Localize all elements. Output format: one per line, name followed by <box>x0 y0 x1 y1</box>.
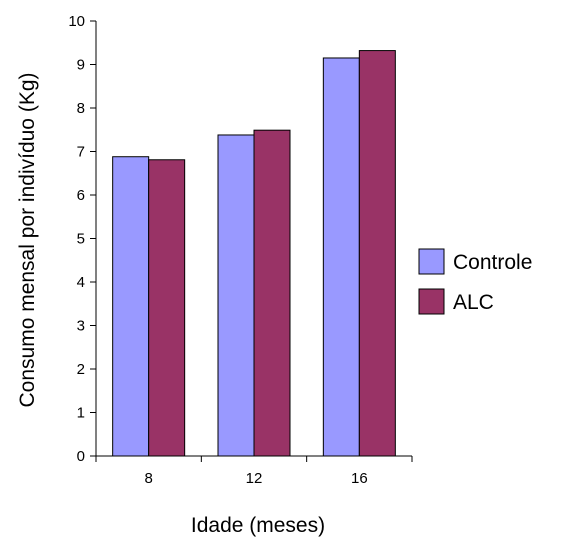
y-tick-label: 0 <box>77 448 85 465</box>
bar-controle-8 <box>112 156 150 457</box>
x-tick-label: 16 <box>351 470 368 487</box>
bar-controle-12 <box>217 134 255 457</box>
bar-controle-16 <box>322 57 360 457</box>
y-tick-label: 9 <box>77 57 85 74</box>
legend-label-alc: ALC <box>453 291 494 314</box>
y-tick-label: 4 <box>77 274 85 291</box>
x-axis-title: Idade (meses) <box>191 514 325 537</box>
y-tick-label: 5 <box>77 231 85 248</box>
bars <box>112 50 396 457</box>
legend-label-controle: Controle <box>453 251 532 274</box>
y-axis-ticks: 0 1 2 3 4 5 6 7 8 9 10 <box>68 13 96 465</box>
bar-alc-12 <box>253 129 291 457</box>
bar-alc-8 <box>148 159 186 457</box>
y-axis-title: Consumo mensal por indivíduo (Kg) <box>16 73 39 408</box>
x-tick-label: 12 <box>246 470 263 487</box>
x-tick-label: 8 <box>144 470 152 487</box>
y-tick-label: 2 <box>77 361 85 378</box>
y-tick-label: 3 <box>77 318 85 335</box>
x-axis-ticks: 8 12 16 <box>95 456 413 487</box>
y-tick-label: 10 <box>68 13 85 30</box>
legend-swatch-alc <box>418 288 445 315</box>
y-tick-label: 8 <box>77 100 85 117</box>
y-tick-label: 7 <box>77 144 85 161</box>
y-tick-label: 6 <box>77 187 85 204</box>
y-tick-label: 1 <box>77 405 85 422</box>
legend: Controle ALC <box>418 248 532 315</box>
bar-alc-16 <box>358 50 396 457</box>
legend-swatch-controle <box>418 248 445 275</box>
